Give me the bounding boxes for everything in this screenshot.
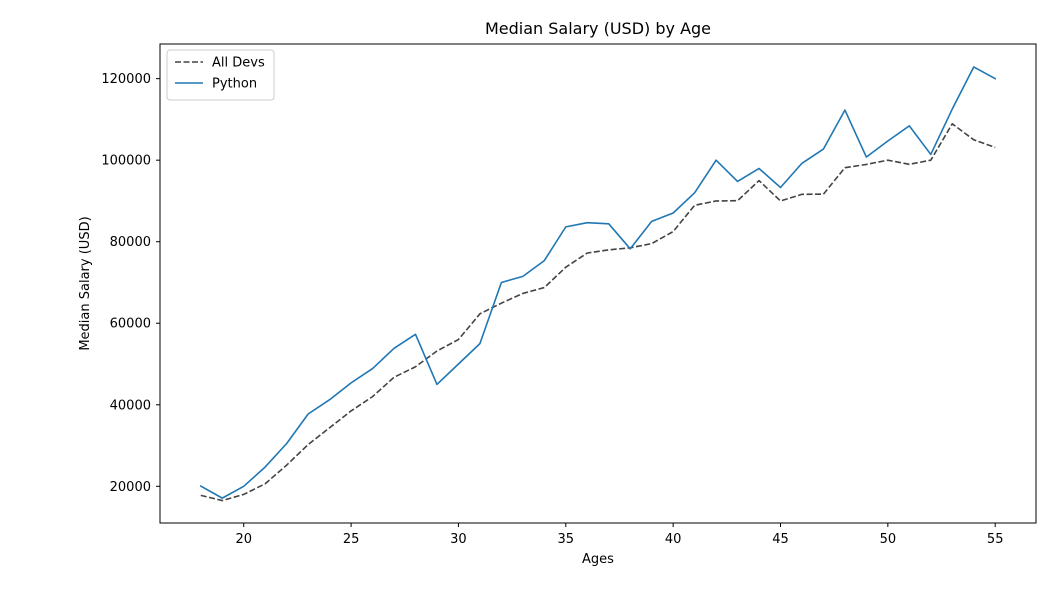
chart-title: Median Salary (USD) by Age [485,19,711,38]
x-tick-label: 35 [558,532,575,547]
axes: 20 25 30 35 40 45 50 55 20000 40000 60000 80000 1000… [101,43,1037,547]
y-tick-label: 20000 [110,480,151,495]
legend: All Devs Python [166,49,275,101]
x-tick-label: 25 [343,532,360,547]
x-tick-label: 40 [665,532,682,547]
legend-label: All Devs [212,56,265,71]
x-tick-label: 20 [235,532,252,547]
y-tick-label: 60000 [110,317,151,332]
x-tick-label: 50 [880,532,897,547]
x-axis-title: Ages [582,552,614,567]
plot-area [199,66,997,502]
y-axis-title: Median Salary (USD) [78,216,93,350]
plot-frame [159,43,1037,524]
legend-label: Python [212,77,257,92]
x-tick-label: 30 [450,532,467,547]
series-line-all-devs [200,123,996,502]
y-tick-label: 40000 [110,398,151,413]
x-tick-label: 45 [772,532,789,547]
y-tick-label: 100000 [101,154,151,169]
series-line-python [199,66,997,499]
x-tick-label: 55 [987,532,1004,547]
y-tick-label: 120000 [101,72,151,87]
y-tick-label: 80000 [110,235,151,250]
